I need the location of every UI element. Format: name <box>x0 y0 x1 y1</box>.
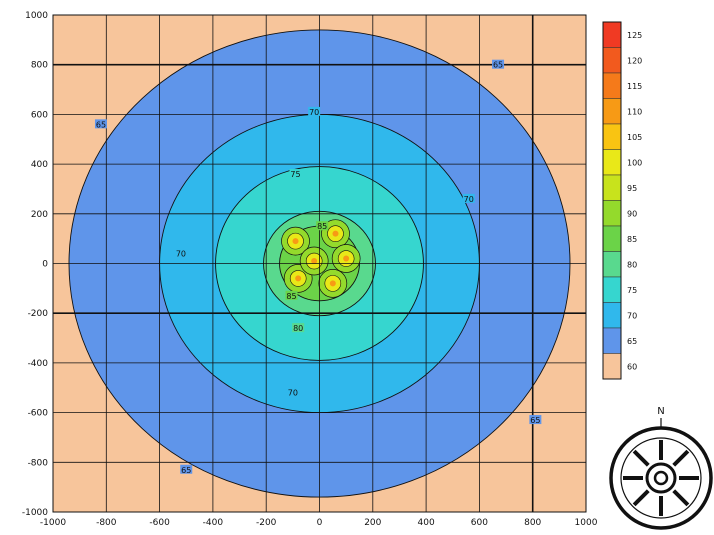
x-tick-label: 600 <box>471 518 488 528</box>
legend-label: 80 <box>627 260 637 269</box>
axes: -1000 -800 -600 -400 -200 0 200 400 600 800 100010… <box>22 11 598 528</box>
contour-label-bg <box>529 415 542 425</box>
legend-label: 100 <box>627 158 642 167</box>
contour-label-bg <box>308 106 321 116</box>
legend-swatch <box>602 72 622 99</box>
legend-swatch <box>602 276 622 303</box>
legend-swatch <box>602 123 622 150</box>
y-tick-label: -800 <box>28 458 49 468</box>
compass-north-label: N <box>657 406 664 417</box>
y-tick-label: -1000 <box>22 508 48 518</box>
legend-swatch <box>602 302 622 329</box>
y-tick-label: 800 <box>31 61 48 71</box>
legend-label: 115 <box>627 82 642 91</box>
legend-label: 120 <box>627 56 642 65</box>
x-tick-label: -400 <box>203 518 224 528</box>
hotspot-peak <box>332 230 339 237</box>
y-tick-label: 400 <box>31 160 48 170</box>
y-tick-label: 1000 <box>25 11 48 21</box>
contour-label-bg <box>492 59 505 69</box>
y-tick-label: 200 <box>31 210 48 220</box>
y-tick-label: 600 <box>31 110 48 120</box>
contour-label-bg <box>292 323 305 333</box>
x-tick-label: -800 <box>96 518 117 528</box>
x-tick-label: 400 <box>418 518 435 528</box>
hotspot-peak <box>295 275 302 282</box>
contour-label-bg <box>286 387 299 397</box>
legend-swatch <box>602 21 622 48</box>
legend-label: 75 <box>627 286 637 295</box>
y-tick-label: -400 <box>28 359 49 369</box>
compass-ray <box>672 489 690 507</box>
hotspot-peak <box>311 258 318 265</box>
contour-label: 65 <box>96 120 106 129</box>
hotspot-peak <box>292 238 299 245</box>
legend-label: 60 <box>627 362 637 371</box>
contour-label: 70 <box>176 250 186 259</box>
compass-ray <box>672 449 690 467</box>
legend-swatch <box>602 327 622 354</box>
legend-swatch <box>602 149 622 176</box>
contour-label-bg <box>289 169 302 179</box>
x-tick-label: -600 <box>149 518 170 528</box>
legend-label: 110 <box>627 107 642 116</box>
contour-label: 75 <box>290 170 300 179</box>
legend-swatch <box>602 98 622 125</box>
compass-ray <box>632 489 650 507</box>
contour-label: 65 <box>530 416 540 425</box>
legend-swatch <box>602 353 622 380</box>
contour-label-bg <box>174 248 187 258</box>
y-tick-label: -600 <box>28 409 49 419</box>
x-tick-label: -1000 <box>40 518 66 528</box>
compass-ray <box>632 449 650 467</box>
legend-swatch <box>602 200 622 227</box>
legend-label: 125 <box>627 31 642 40</box>
hotspot-peak <box>329 280 336 287</box>
legend-label: 70 <box>627 311 637 320</box>
x-tick-label: 200 <box>364 518 381 528</box>
contour-label-bg <box>285 290 298 300</box>
contour-label-bg <box>180 464 193 474</box>
legend-label: 85 <box>627 235 637 244</box>
legend-label: 90 <box>627 209 637 218</box>
legend-label: 95 <box>627 184 637 193</box>
legend-frame <box>602 21 622 380</box>
x-tick-label: -200 <box>256 518 277 528</box>
contour-label: 70 <box>464 195 474 204</box>
contour-label-bg <box>316 221 329 231</box>
contour-label-bg <box>94 119 107 129</box>
contour-labels: 65 65 65 65 70 70 70 70 75 80 85 85 <box>94 59 542 475</box>
y-tick-label: 0 <box>42 260 48 270</box>
contour-label-bg <box>462 193 475 203</box>
contour-label: 80 <box>293 324 303 333</box>
legend-swatch <box>602 225 622 252</box>
color-legend: 125 120 115 110 105 100 95 90 85 80 75 70 65 60 <box>602 21 642 380</box>
y-tick-label: -200 <box>28 309 49 319</box>
contour-label: 70 <box>309 108 319 117</box>
contour-label: 65 <box>181 466 191 475</box>
x-tick-label: 1000 <box>575 518 598 528</box>
x-tick-label: 0 <box>317 518 323 528</box>
x-tick-label: 800 <box>524 518 541 528</box>
plot-frame <box>52 14 587 513</box>
legend-swatch <box>602 251 622 278</box>
compass-rose-icon: N <box>609 406 713 530</box>
legend-label: 105 <box>627 133 642 142</box>
contour-label: 85 <box>286 292 296 301</box>
legend-swatch <box>602 47 622 74</box>
hotspot-peak <box>343 255 350 262</box>
contour-label: 85 <box>317 222 327 231</box>
contour-label: 70 <box>288 389 298 398</box>
legend-label: 65 <box>627 337 637 346</box>
legend-swatch <box>602 174 622 201</box>
contour-label: 65 <box>493 61 503 70</box>
